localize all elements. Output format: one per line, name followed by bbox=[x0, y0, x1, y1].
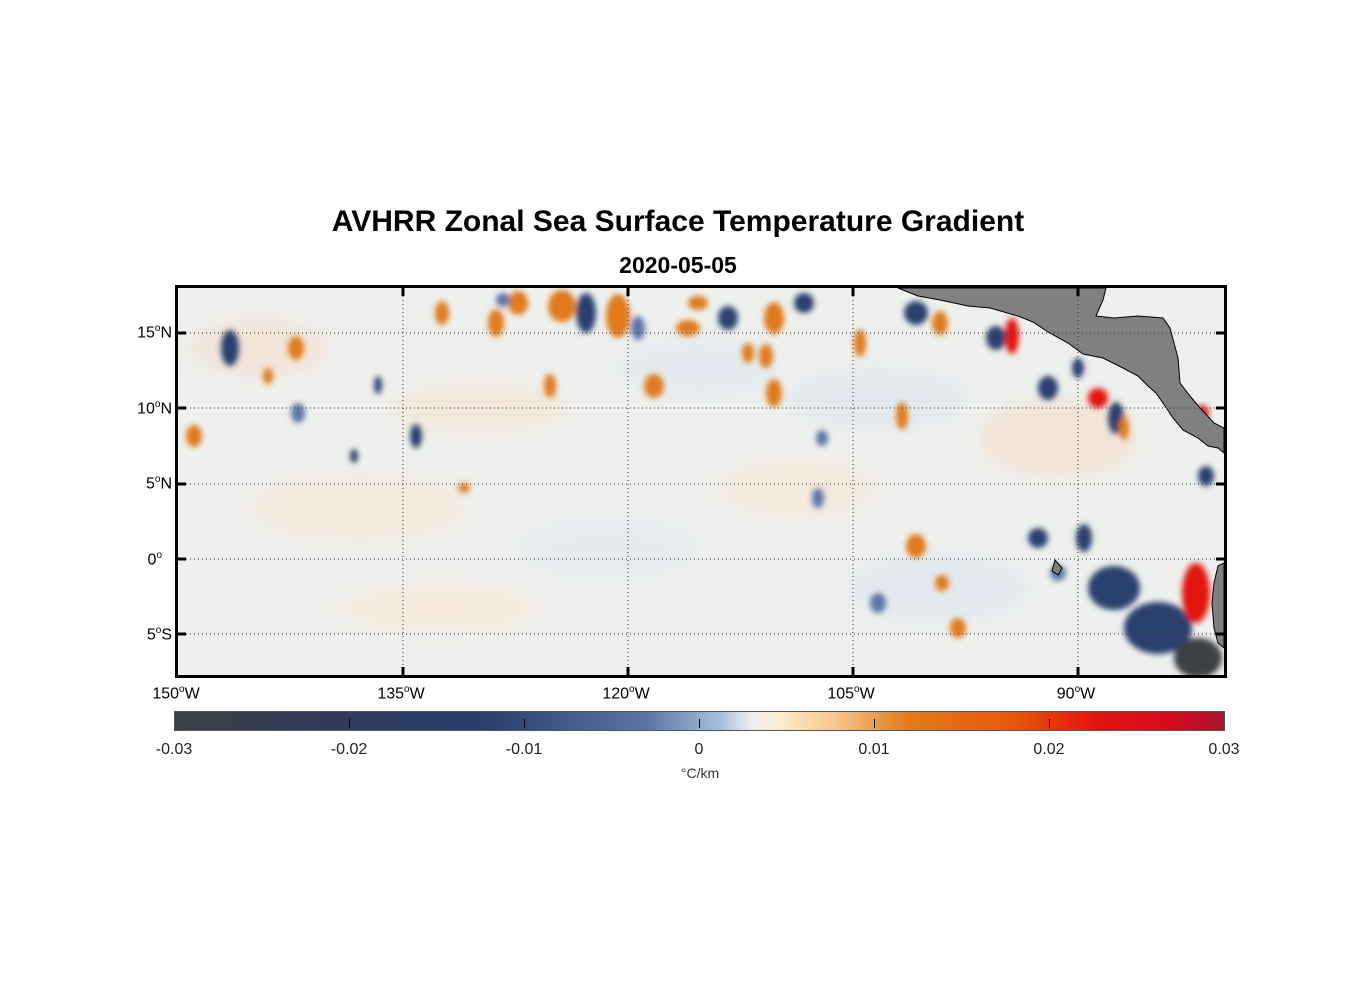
x-tick-label: 120oW bbox=[602, 684, 650, 703]
x-tick-label: 105oW bbox=[827, 684, 875, 703]
y-tick-label: 15oN bbox=[137, 323, 172, 342]
colorbar-tick bbox=[524, 719, 525, 728]
x-tick-label: 90oW bbox=[1056, 684, 1096, 703]
colorbar-unit: °C/km bbox=[680, 765, 720, 781]
y-tick-label: 0o bbox=[147, 550, 162, 569]
map-plot-area[interactable] bbox=[175, 285, 1227, 678]
y-tick-label: 10oN bbox=[137, 399, 172, 418]
sst-gradient-field bbox=[178, 288, 1224, 675]
colorbar-tick bbox=[874, 719, 875, 728]
colorbar-label: -0.03 bbox=[155, 741, 193, 758]
colorbar-label: -0.01 bbox=[505, 741, 543, 758]
colorbar-tick bbox=[1049, 719, 1050, 728]
colorbar-tick bbox=[349, 719, 350, 728]
graticule bbox=[178, 288, 1224, 675]
y-tick-label: 5oS bbox=[146, 625, 172, 644]
central-america-land bbox=[897, 288, 1224, 454]
x-tick-label: 150oW bbox=[152, 684, 200, 703]
x-tick-label: 135oW bbox=[377, 684, 425, 703]
colorbar-label: 0 bbox=[694, 741, 704, 758]
south-america-land bbox=[1211, 562, 1224, 649]
colorbar-label: 0.03 bbox=[1208, 741, 1240, 758]
colorbar-label: 0.02 bbox=[1033, 741, 1065, 758]
map-title: AVHRR Zonal Sea Surface Temperature Grad… bbox=[331, 205, 1025, 238]
y-tick-label: 5oN bbox=[145, 474, 172, 493]
galapagos-land bbox=[1051, 558, 1063, 576]
colorbar-label: -0.02 bbox=[330, 741, 368, 758]
colorbar-tick bbox=[699, 719, 700, 728]
map-date: 2020-05-05 bbox=[619, 252, 737, 278]
colorbar-label: 0.01 bbox=[858, 741, 890, 758]
